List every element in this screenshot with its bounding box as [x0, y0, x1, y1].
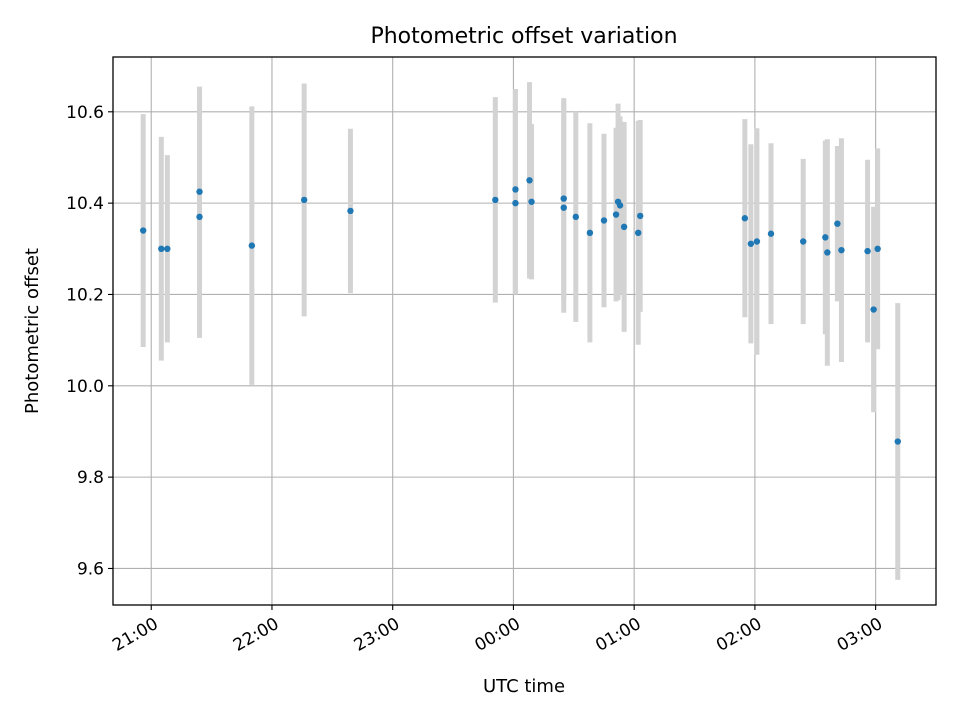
data-point: [864, 247, 871, 255]
data-points: [139, 177, 901, 445]
x-axis-label: UTC time: [483, 676, 565, 697]
x-tick-label: 23:00: [351, 614, 403, 656]
x-tick-label: 01:00: [592, 614, 644, 656]
data-point: [300, 196, 308, 204]
data-point: [512, 186, 519, 193]
data-point: [824, 249, 831, 256]
data-point: [637, 212, 644, 220]
y-tick-label: 9.8: [77, 468, 104, 488]
data-point: [492, 196, 499, 204]
data-point: [838, 246, 845, 254]
axis-ticks: 9.6 9.8 10.0 10.2 10.4 10.6 21:00 22:00 23:00 00:…: [66, 103, 886, 656]
data-point: [616, 202, 624, 209]
data-point: [874, 245, 881, 252]
y-tick-label: 10.4: [66, 194, 104, 214]
data-point: [767, 230, 775, 237]
data-point: [612, 211, 620, 218]
y-tick-label: 10.6: [66, 103, 104, 123]
data-point: [586, 229, 594, 237]
chart-title: Photometric offset variation: [370, 24, 677, 49]
y-tick-label: 10.2: [66, 285, 104, 305]
data-point: [196, 188, 203, 195]
data-point: [512, 199, 519, 207]
data-point: [822, 234, 829, 241]
x-tick-label: 03:00: [834, 614, 886, 656]
data-point: [139, 227, 147, 234]
data-point: [572, 213, 580, 221]
data-point: [158, 245, 165, 252]
data-point: [634, 229, 642, 237]
data-point: [196, 213, 203, 221]
data-point: [753, 238, 761, 245]
plot-frame: [112, 56, 937, 606]
x-tick-label: 21:00: [109, 614, 161, 656]
data-point: [528, 198, 535, 205]
grid-layer: [113, 57, 936, 605]
error-bars: [140, 82, 901, 580]
y-tick-label: 9.6: [77, 559, 104, 579]
data-point: [834, 220, 841, 227]
data-point: [741, 215, 749, 222]
data-point: [560, 195, 567, 202]
data-point: [248, 242, 256, 249]
data-point: [560, 204, 567, 211]
data-point: [894, 438, 901, 445]
y-tick-label: 10.0: [66, 377, 104, 397]
data-point: [164, 245, 171, 252]
y-axis-label: Photometric offset: [22, 248, 43, 414]
x-tick-label: 00:00: [471, 614, 523, 656]
data-point: [747, 240, 755, 247]
x-tick-label: 02:00: [713, 614, 765, 656]
x-tick-label: 22:00: [230, 614, 282, 656]
data-point: [600, 217, 608, 224]
data-point: [799, 238, 807, 245]
data-point: [870, 306, 877, 313]
data-point: [347, 207, 354, 215]
data-point: [620, 223, 628, 231]
data-point: [526, 177, 533, 184]
